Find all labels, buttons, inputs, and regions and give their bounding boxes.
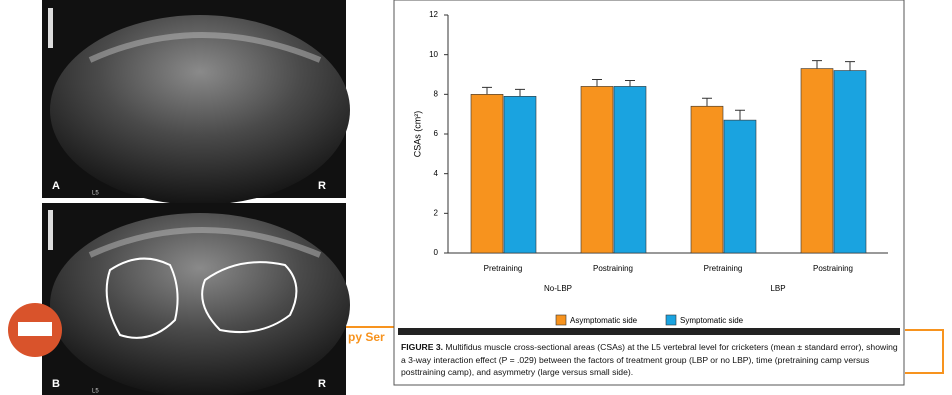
slide: A R L5 B R L5 py Ser CSAs (cm²) 0 2 4 6 8 10 1… <box>0 0 952 395</box>
group-label: No-LBP <box>544 284 572 293</box>
y-tick-label: 4 <box>434 169 439 178</box>
bar <box>471 94 503 253</box>
y-tick-label: 8 <box>434 89 439 98</box>
bar <box>691 106 723 253</box>
image-label: B <box>52 378 60 390</box>
image-side: R <box>318 378 326 390</box>
caption: FIGURE 3. Multifidus muscle cross-sectio… <box>401 341 901 379</box>
logo-mark <box>18 322 52 336</box>
y-tick-label: 6 <box>434 129 439 138</box>
y-tick-label: 0 <box>434 248 439 257</box>
ultrasound-b-texture <box>50 213 350 395</box>
x-tick-label: Postraining <box>813 264 853 273</box>
footer-text: py Ser <box>348 330 385 344</box>
image-level: L5 <box>92 389 99 395</box>
x-tick-label: Pretraining <box>484 264 523 273</box>
y-tick-label: 12 <box>429 10 438 19</box>
legend-swatch <box>666 315 676 325</box>
image-level: L5 <box>92 191 99 197</box>
caption-label: FIGURE 3. <box>401 342 443 352</box>
image-label: A <box>52 180 60 192</box>
legend-label: Symptomatic side <box>680 316 744 325</box>
image-side: R <box>318 180 326 192</box>
legend-label: Asymptomatic side <box>570 316 638 325</box>
bar <box>614 86 646 253</box>
bar <box>581 86 613 253</box>
bar <box>801 69 833 253</box>
y-tick-label: 10 <box>429 50 438 59</box>
y-tick-label: 2 <box>434 208 439 217</box>
y-axis-label: CSAs (cm²) <box>412 111 422 158</box>
bar <box>724 120 756 253</box>
chart: A R L5 B R L5 py Ser CSAs (cm²) 0 2 4 6 8 10 1… <box>0 0 952 395</box>
bar <box>834 71 866 253</box>
x-tick-label: Pretraining <box>704 264 743 273</box>
x-tick-label: Postraining <box>593 264 633 273</box>
caption-rule <box>398 328 900 335</box>
bar <box>504 96 536 253</box>
ultrasound-a-texture <box>50 15 350 205</box>
group-label: LBP <box>770 284 785 293</box>
caption-text: Multifidus muscle cross-sectional areas … <box>401 342 898 377</box>
legend-swatch <box>556 315 566 325</box>
footer-bracket <box>905 330 943 373</box>
